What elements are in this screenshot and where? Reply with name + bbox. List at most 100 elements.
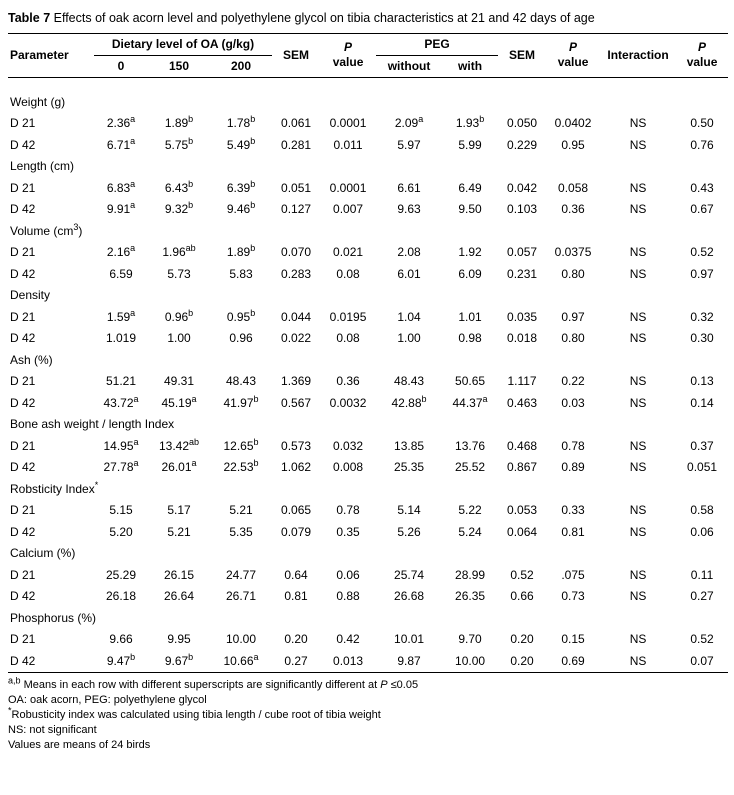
table-body: Weight (g) D 21 2.36a 1.89b 1.78b 0.061 0.0001… bbox=[8, 77, 729, 673]
data-cell: 26.71 bbox=[226, 589, 257, 604]
data-cell: 0.0032 bbox=[329, 395, 367, 410]
data-cell: 2.09a bbox=[394, 114, 424, 131]
p-word: value bbox=[557, 55, 589, 70]
row-label: D 21 bbox=[10, 567, 36, 582]
data-cell: 0.283 bbox=[281, 266, 312, 281]
row-label: D 21 bbox=[10, 245, 36, 260]
data-cell: 13.76 bbox=[455, 438, 486, 453]
data-cell: 0.89 bbox=[561, 460, 585, 475]
table-header: Parameter Dietary level of OA (g/kg) SEM… bbox=[8, 33, 729, 78]
data-cell: 0.008 bbox=[333, 460, 364, 475]
data-cell: 0.52 bbox=[690, 632, 714, 647]
data-cell: 0.051 bbox=[281, 180, 312, 195]
row-label: D 21 bbox=[10, 503, 36, 518]
data-cell: 0.468 bbox=[507, 438, 538, 453]
data-cell: 0.057 bbox=[507, 245, 538, 260]
data-cell: 9.70 bbox=[458, 632, 482, 647]
data-cell: NS bbox=[629, 116, 647, 131]
data-cell: 26.15 bbox=[163, 567, 195, 582]
data-cell: 0.98 bbox=[458, 331, 482, 346]
row-label: D 21 bbox=[10, 116, 36, 131]
header-oa-0: 0 bbox=[117, 58, 125, 73]
data-cell: 5.15 bbox=[109, 503, 133, 518]
data-cell: 0.281 bbox=[281, 137, 312, 152]
data-cell: 0.07 bbox=[690, 653, 714, 668]
p-italic: P bbox=[344, 40, 353, 55]
data-cell: 0.053 bbox=[507, 503, 538, 518]
p-word: value bbox=[332, 55, 364, 70]
data-cell: 5.21 bbox=[229, 503, 253, 518]
data-cell: 0.14 bbox=[690, 395, 714, 410]
data-cell: 9.63 bbox=[397, 202, 421, 217]
data-cell: 0.13 bbox=[690, 374, 714, 389]
data-cell: 0.08 bbox=[336, 266, 360, 281]
data-cell: 9.46b bbox=[226, 200, 256, 217]
data-cell: 1.78b bbox=[226, 114, 256, 131]
data-cell: NS bbox=[629, 331, 647, 346]
section-title: Density bbox=[10, 288, 51, 303]
data-cell: 0.06 bbox=[336, 567, 360, 582]
data-cell: 5.35 bbox=[229, 524, 253, 539]
data-cell: 25.52 bbox=[455, 460, 486, 475]
data-cell: 0.80 bbox=[561, 266, 585, 281]
data-cell: 5.75b bbox=[164, 135, 194, 152]
section-title: Length (cm) bbox=[10, 159, 75, 174]
row-label: D 42 bbox=[10, 331, 36, 346]
data-cell: 0.051 bbox=[687, 460, 718, 475]
data-cell: 1.117 bbox=[507, 374, 537, 389]
data-cell: 25.29 bbox=[105, 567, 137, 582]
header-sem-oa: SEM bbox=[283, 47, 310, 62]
footnote-line: a,b Means in each row with different sup… bbox=[8, 675, 419, 692]
row-label: D 21 bbox=[10, 632, 36, 647]
data-cell: 0.88 bbox=[336, 589, 360, 604]
data-cell: 0.044 bbox=[281, 309, 312, 324]
data-cell: 0.69 bbox=[561, 653, 585, 668]
data-cell: 0.573 bbox=[281, 438, 312, 453]
data-cell: 0.36 bbox=[561, 202, 585, 217]
data-cell: 0.27 bbox=[690, 589, 714, 604]
data-cell: 2.16a bbox=[106, 243, 136, 260]
data-cell: 0.52 bbox=[690, 245, 714, 260]
data-cell: 9.50 bbox=[458, 202, 482, 217]
data-cell: 1.89b bbox=[164, 114, 194, 131]
data-cell: 6.43b bbox=[164, 178, 194, 195]
section-title: Volume (cm3) bbox=[10, 221, 83, 238]
header-oa-group: Dietary level of OA (g/kg) bbox=[94, 33, 273, 56]
data-cell: 42.88b bbox=[391, 393, 427, 410]
data-cell: 5.20 bbox=[109, 524, 133, 539]
table-caption-label: Table 7 bbox=[8, 11, 51, 25]
row-label: D 42 bbox=[10, 137, 36, 152]
data-cell: 0.20 bbox=[510, 653, 534, 668]
data-cell: 1.89b bbox=[226, 243, 256, 260]
data-cell: 0.0375 bbox=[554, 245, 592, 260]
header-peg-without: without bbox=[387, 58, 431, 73]
footnote-line: *Robusticity index was calculated using … bbox=[8, 705, 381, 722]
table-row: D 42 6.59 5.73 5.83 0.283 0.08 6.01 6.09 0.231 0.… bbox=[8, 264, 728, 286]
data-cell: 0.37 bbox=[690, 438, 714, 453]
p-italic: P bbox=[698, 40, 707, 55]
data-cell: 1.04 bbox=[397, 309, 421, 324]
data-cell: 6.61 bbox=[397, 180, 421, 195]
data-cell: 26.68 bbox=[394, 589, 425, 604]
data-cell: NS bbox=[629, 632, 647, 647]
data-cell: 25.74 bbox=[394, 567, 425, 582]
header-peg-group: PEG bbox=[376, 33, 499, 56]
data-cell: 0.43 bbox=[690, 180, 714, 195]
data-cell: 0.36 bbox=[336, 374, 360, 389]
data-cell: 26.35 bbox=[455, 589, 486, 604]
data-cell: 5.22 bbox=[458, 503, 482, 518]
data-cell: 6.09 bbox=[458, 266, 482, 281]
data-cell: 2.08 bbox=[397, 245, 421, 260]
data-cell: 9.66 bbox=[109, 632, 133, 647]
data-cell: 5.14 bbox=[397, 503, 421, 518]
section-title: Weight (g) bbox=[10, 94, 66, 109]
data-cell: 0.95b bbox=[226, 307, 256, 324]
data-cell: 0.867 bbox=[507, 460, 538, 475]
table-row: D 21 14.95a 13.42ab 12.65b 0.573 0.032 13.85 13… bbox=[8, 436, 728, 458]
data-cell: 0.95 bbox=[561, 137, 585, 152]
data-cell: 5.73 bbox=[167, 266, 191, 281]
data-cell: 0.81 bbox=[561, 524, 585, 539]
data-cell: 9.91a bbox=[106, 200, 136, 217]
